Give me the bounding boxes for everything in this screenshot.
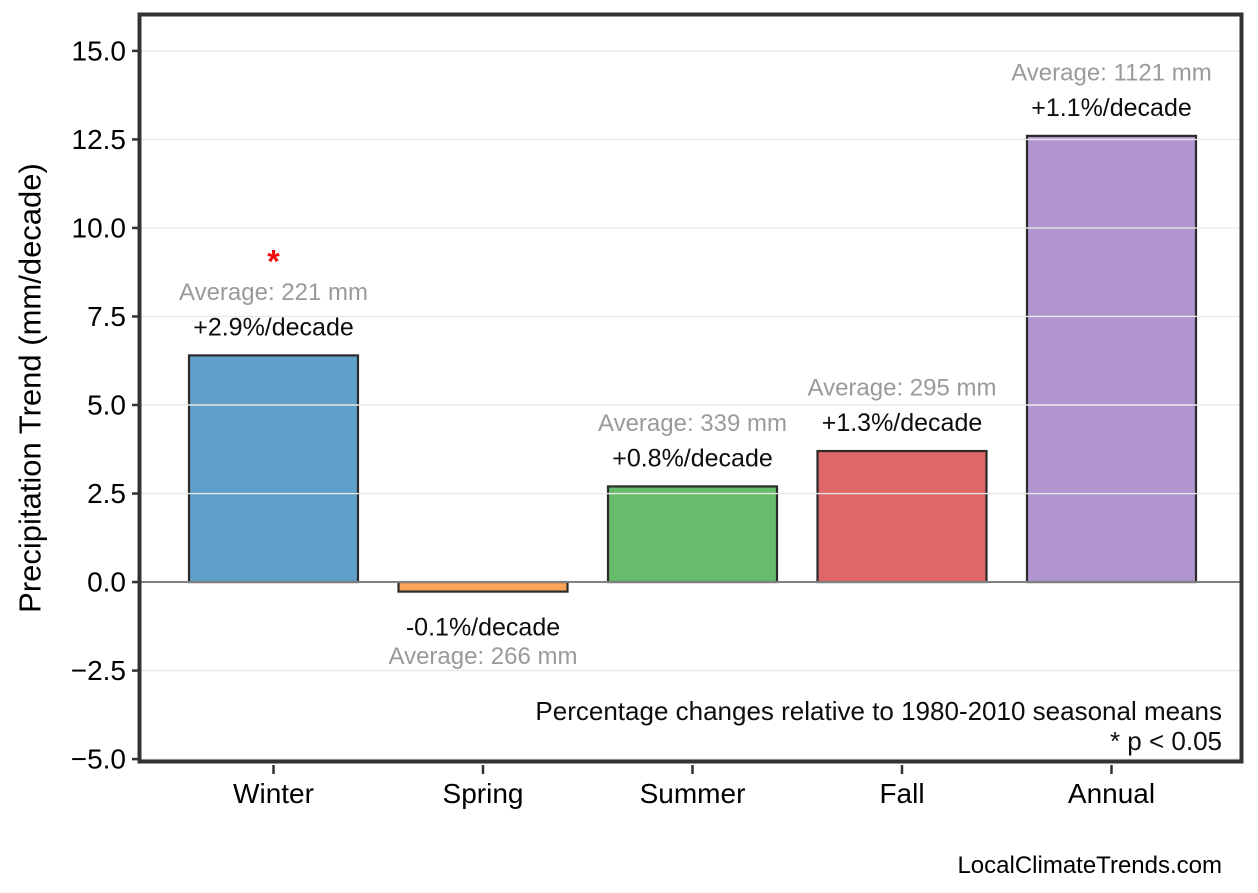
bar-annual: [1025, 134, 1198, 584]
bar-fall: [816, 449, 988, 584]
bar-spring: [397, 580, 569, 593]
bar-winter: [187, 354, 360, 584]
y-axis-title: Precipitation Trend (mm/decade): [13, 163, 48, 613]
bars-layer: [187, 134, 1198, 593]
note-line2: * p < 0.05: [1110, 726, 1222, 756]
note-line1: Percentage changes relative to 1980-2010…: [535, 696, 1222, 726]
y-tick-label-0: −5.0: [71, 744, 126, 775]
trend-label-fall: +1.3%/decade: [822, 409, 983, 437]
axis-layer: −5.0 −2.5 0.0 2.5 5.0 7.5 10.0 12.5 15.0 Winter Sp…: [71, 35, 1155, 809]
average-label-summer: Average: 339 mm: [598, 410, 787, 437]
average-label-annual: Average: 1121 mm: [1011, 59, 1212, 86]
annotations-layer: *Average: 221 mm +2.9%/decade Average: 266…: [179, 59, 1212, 670]
average-label-fall: Average: 295 mm: [808, 375, 997, 402]
y-tick-label-8: 15.0: [72, 35, 127, 66]
x-tick-label-winter: Winter: [233, 778, 314, 809]
average-label-spring: Average: 266 mm: [389, 643, 578, 670]
plot-frame: [137, 12, 1244, 764]
watermark: LocalClimateTrends.com: [957, 852, 1222, 879]
y-tick-label-4: 5.0: [87, 389, 126, 420]
trend-label-summer: +0.8%/decade: [612, 444, 773, 472]
y-tick-label-6: 10.0: [72, 212, 127, 243]
y-tick-label-3: 2.5: [87, 478, 126, 509]
x-tick-label-fall: Fall: [879, 778, 924, 809]
trend-label-winter: +2.9%/decade: [193, 313, 354, 341]
trend-label-annual: +1.1%/decade: [1031, 94, 1192, 122]
x-tick-label-annual: Annual: [1068, 778, 1155, 809]
bar-summer: [606, 485, 779, 584]
x-tick-label-spring: Spring: [443, 778, 524, 809]
trend-label-spring: -0.1%/decade: [406, 614, 560, 642]
x-tick-label-summer: Summer: [640, 778, 746, 809]
y-tick-label-2: 0.0: [87, 567, 126, 598]
y-tick-label-1: −2.5: [71, 655, 126, 686]
average-label-winter: Average: 221 mm: [179, 279, 368, 306]
y-tick-label-7: 12.5: [72, 124, 127, 155]
y-tick-label-5: 7.5: [87, 301, 126, 332]
grid-layer: [141, 50, 1243, 760]
significance-asterisk-winter: *: [267, 243, 280, 279]
